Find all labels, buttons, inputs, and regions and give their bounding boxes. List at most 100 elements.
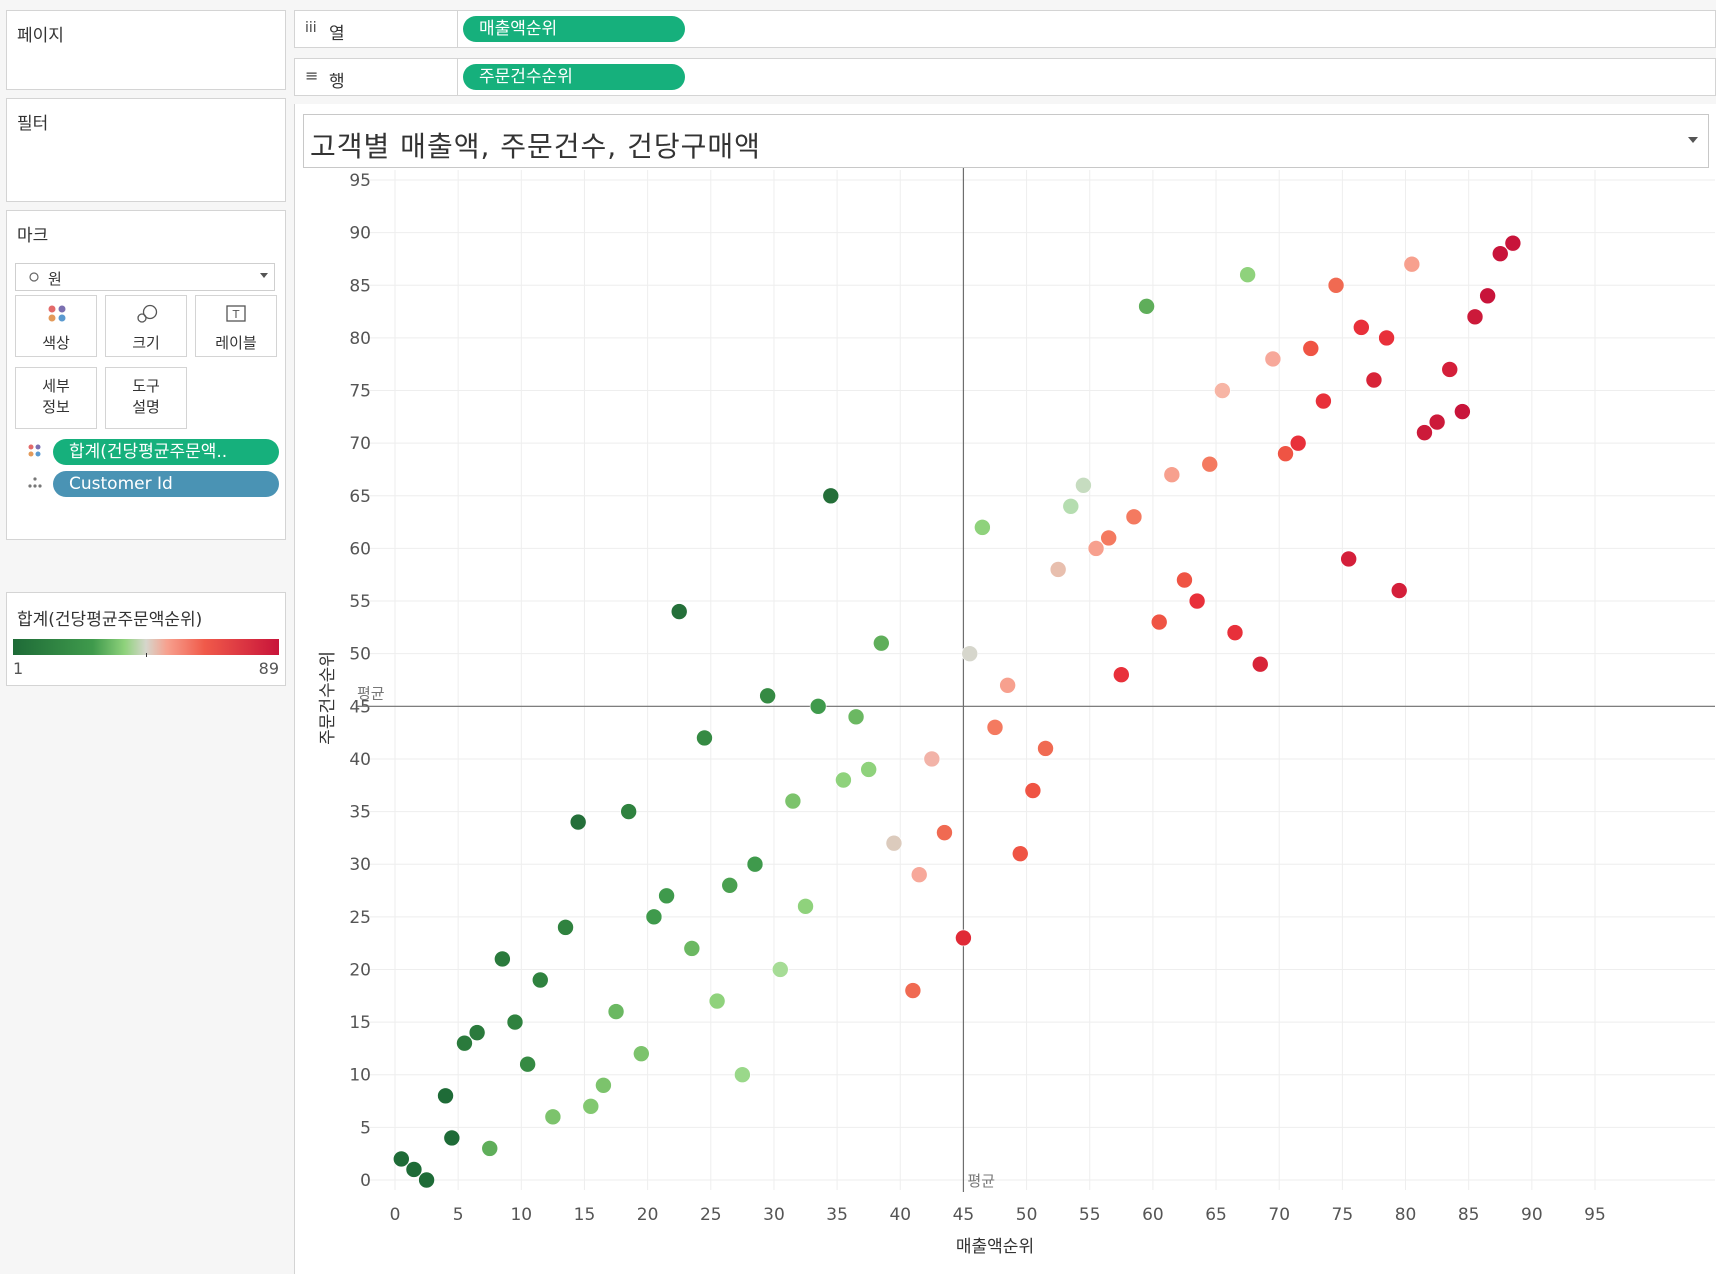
scatter-point[interactable] (1416, 424, 1433, 441)
size-button[interactable]: 크기 (105, 295, 187, 357)
scatter-point[interactable] (607, 1003, 625, 1020)
scatter-point[interactable] (418, 1171, 435, 1189)
mark-type-dropdown[interactable]: 원 (15, 263, 275, 291)
worksheet-title-box[interactable]: 고객별 매출액, 주문건수, 건당구매액 (303, 114, 1709, 168)
color-legend-card[interactable]: 합계(건당평균주문액순위) 1 89 (6, 592, 286, 686)
scatter-point[interactable] (847, 708, 865, 726)
scatter-point[interactable] (670, 603, 688, 620)
scatter-point[interactable] (1163, 466, 1181, 484)
scatter-point[interactable] (1239, 266, 1256, 284)
scatter-point[interactable] (1340, 550, 1357, 568)
scatter-point[interactable] (936, 824, 953, 841)
scatter-point[interactable] (1302, 340, 1320, 357)
label-button[interactable]: T 레이블 (195, 295, 277, 357)
scatter-point[interactable] (456, 1034, 473, 1052)
scatter-point[interactable] (633, 1045, 650, 1062)
scatter-point[interactable] (494, 950, 511, 968)
scatter-point[interactable] (904, 982, 922, 999)
scatter-point[interactable] (1365, 371, 1383, 389)
scatter-point[interactable] (771, 961, 789, 978)
scatter-point[interactable] (658, 887, 675, 905)
scatter-point[interactable] (955, 929, 972, 947)
scatter-point[interactable] (582, 1098, 600, 1115)
chevron-down-icon[interactable] (1688, 137, 1698, 143)
scatter-point[interactable] (1201, 455, 1219, 473)
scatter-point[interactable] (1113, 666, 1130, 684)
scatter-point[interactable] (1087, 540, 1105, 557)
rows-field-pill[interactable]: 주문건수순위 (463, 64, 685, 90)
filters-card[interactable]: 필터 (6, 98, 286, 202)
scatter-point[interactable] (1251, 655, 1269, 673)
scatter-point[interactable] (1024, 782, 1042, 799)
scatter-point[interactable] (974, 519, 991, 536)
scatter-point[interactable] (696, 729, 713, 747)
scatter-point[interactable] (645, 908, 663, 926)
scatter-point[interactable] (1491, 245, 1509, 262)
scatter-point[interactable] (1150, 613, 1168, 631)
scatter-point[interactable] (1214, 382, 1231, 399)
scatter-point[interactable] (1176, 571, 1193, 589)
columns-field-pill[interactable]: 매출액순위 (463, 16, 685, 42)
scatter-point[interactable] (885, 834, 903, 852)
scatter-point[interactable] (1188, 592, 1206, 610)
scatter-point[interactable] (569, 813, 587, 831)
scatter-point[interactable] (620, 803, 637, 820)
color-button[interactable]: 색상 (15, 295, 97, 357)
tooltip-button[interactable]: 도구 설명 (105, 367, 187, 429)
scatter-point[interactable] (1138, 298, 1155, 315)
scatter-point[interactable] (1353, 319, 1370, 336)
scatter-point[interactable] (708, 992, 726, 1010)
scatter-point[interactable] (1125, 508, 1143, 526)
scatter-point[interactable] (557, 919, 574, 936)
detail-field-pill[interactable]: Customer Id (53, 471, 279, 497)
scatter-point[interactable] (437, 1087, 454, 1105)
scatter-point[interactable] (1378, 329, 1395, 347)
scatter-point[interactable] (734, 1066, 751, 1084)
scatter-point[interactable] (519, 1055, 536, 1073)
scatter-point[interactable] (746, 855, 764, 873)
scatter-point[interactable] (835, 771, 852, 789)
scatter-point[interactable] (1289, 434, 1307, 452)
detail-button[interactable]: 세부 정보 (15, 367, 97, 429)
scatter-point[interactable] (1264, 350, 1282, 368)
scatter-point[interactable] (1466, 308, 1484, 326)
scatter-point[interactable] (999, 676, 1016, 694)
scatter-point[interactable] (1277, 445, 1294, 462)
scatter-point[interactable] (468, 1024, 486, 1041)
scatter-point[interactable] (1062, 498, 1080, 515)
scatter-point[interactable] (1403, 255, 1421, 273)
rows-shelf[interactable]: ≡ 행 주문건수순위 (294, 58, 1716, 96)
scatter-point[interactable] (481, 1140, 499, 1157)
scatter-point[interactable] (1075, 476, 1092, 494)
scatter-point[interactable] (1037, 740, 1054, 757)
scatter-point[interactable] (393, 1150, 410, 1168)
color-field-pill[interactable]: 합계(건당평균주문액.. (53, 439, 279, 465)
scatter-point[interactable] (595, 1076, 612, 1094)
scatter-point[interactable] (506, 1013, 524, 1031)
scatter-point[interactable] (1226, 624, 1244, 641)
scatter-point[interactable] (1100, 529, 1117, 547)
scatter-point[interactable] (1504, 234, 1522, 252)
scatter-chart[interactable]: 0 5 10 15 20 25 30 35 40 45 50 55 60 65 70 75 80 85 90 95 0 5… (295, 168, 1715, 1268)
scatter-point[interactable] (1390, 582, 1408, 599)
scatter-point[interactable] (1454, 403, 1471, 420)
scatter-point[interactable] (1049, 561, 1067, 578)
scatter-point[interactable] (721, 876, 739, 894)
columns-shelf[interactable]: iii 열 매출액순위 (294, 10, 1716, 48)
scatter-point[interactable] (405, 1161, 423, 1178)
scatter-point[interactable] (910, 866, 928, 884)
scatter-point[interactable] (923, 750, 941, 768)
scatter-point[interactable] (961, 645, 979, 662)
scatter-point[interactable] (1479, 287, 1496, 305)
scatter-point[interactable] (1315, 392, 1332, 410)
scatter-point[interactable] (809, 698, 827, 715)
scatter-point[interactable] (1327, 276, 1345, 294)
scatter-point[interactable] (531, 971, 549, 989)
scatter-point[interactable] (1428, 413, 1446, 431)
scatter-point[interactable] (1011, 845, 1029, 862)
scatter-point[interactable] (1441, 361, 1459, 378)
scatter-point[interactable] (759, 687, 776, 705)
scatter-point[interactable] (822, 487, 840, 505)
scatter-point[interactable] (797, 898, 814, 915)
scatter-point[interactable] (683, 940, 701, 957)
